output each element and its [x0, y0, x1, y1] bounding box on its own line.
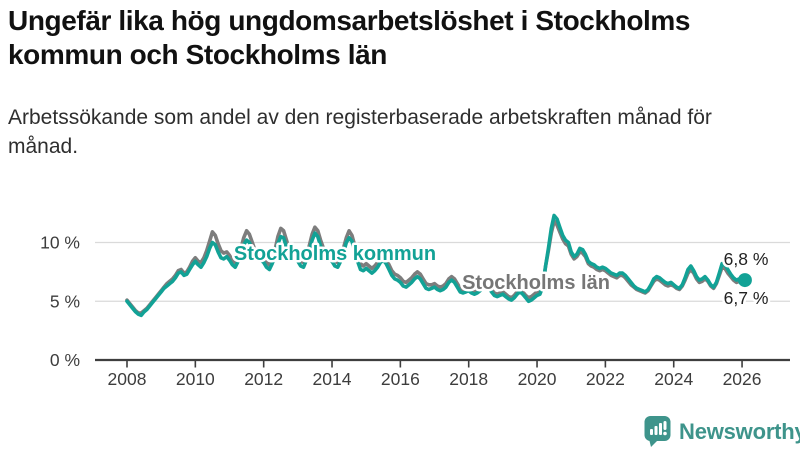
lan-end-label: 6,7 %: [724, 288, 769, 308]
y-tick-label: 5 %: [50, 291, 80, 311]
y-tick-label: 0 %: [50, 350, 80, 370]
kommun-series-label-halo: Stockholms kommun: [234, 243, 436, 265]
x-tick-label: 2016: [381, 369, 420, 389]
x-tick-label: 2012: [244, 369, 283, 389]
kommun-end-label: 6,8 %: [724, 249, 769, 269]
chart-title: Ungefär lika hög ungdomsarbetslöshet i S…: [8, 5, 691, 70]
series-line-lan: [125, 219, 747, 315]
x-tick-label: 2024: [654, 369, 693, 389]
series-line-kommun: [125, 213, 747, 318]
x-tick-label: 2018: [449, 369, 488, 389]
x-tick-label: 2022: [586, 369, 625, 389]
newsworthy-logo-icon: [644, 416, 671, 447]
x-tick-label: 2026: [723, 369, 762, 389]
x-tick-label: 2008: [108, 369, 147, 389]
lan-series-label: Stockholms län: [462, 272, 610, 294]
lan-series-label-halo: Stockholms län: [462, 272, 610, 294]
lan-end-label-halo: 6,7 %: [724, 288, 769, 308]
kommun-series-label: Stockholms kommun: [234, 243, 436, 265]
chart-subtitle: Arbetssökande som andel av den registerb…: [8, 106, 712, 158]
series-end-dot: [737, 273, 752, 288]
newsworthy-logo: Newsworthy: [644, 415, 800, 448]
x-tick-label: 2014: [313, 369, 352, 389]
x-tick-label: 2020: [518, 369, 557, 389]
x-tick-label: 2010: [176, 369, 215, 389]
y-tick-label: 10 %: [40, 233, 80, 253]
kommun-end-label-halo: 6,8 %: [724, 249, 769, 269]
newsworthy-logo-text: Newsworthy: [679, 418, 800, 444]
